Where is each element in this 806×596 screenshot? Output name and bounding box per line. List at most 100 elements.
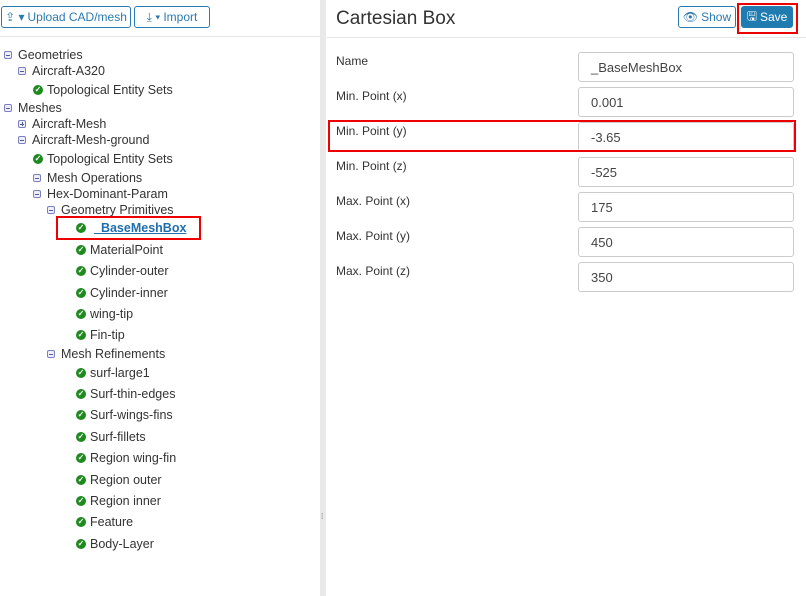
check-circle-icon[interactable]: ✓ [76,368,86,378]
check-circle-icon[interactable]: ✓ [76,432,86,442]
check-circle-icon[interactable]: ✓ [76,288,86,298]
tree-item-label: Topological Entity Sets [47,152,173,166]
download-icon: ⤓ ▾ [146,9,161,24]
tree-item-label: surf-large1 [90,366,150,380]
field-label-min-y: Min. Point (y) [336,124,407,138]
max-y-input[interactable]: 450 [578,227,794,257]
tree-item-label: Aircraft-Mesh [32,117,107,131]
tree-item[interactable]: Geometries [4,47,83,63]
field-value: -3.65 [591,129,621,145]
collapse-icon[interactable] [47,350,55,358]
tree-item[interactable]: ✓ Body-Layer [76,536,154,552]
check-circle-icon[interactable]: ✓ [76,223,86,233]
check-circle-icon[interactable]: ✓ [33,154,43,164]
field-label-min-z: Min. Point (z) [336,159,407,173]
field-label-max-y: Max. Point (y) [336,229,411,243]
collapse-icon[interactable] [33,174,41,182]
grip-icon: ⁞ [321,512,324,521]
collapse-icon[interactable] [47,206,55,214]
check-circle-icon[interactable]: ✓ [76,475,86,485]
tree-item-label: _BaseMeshBox [94,221,187,235]
tree-item-label: Mesh Operations [47,171,143,185]
page-title: Cartesian Box [336,8,456,29]
tree-item[interactable]: ✓ Surf-wings-fins [76,407,173,423]
toolbar-divider [0,36,320,37]
panel-resize-handle[interactable]: ⁞ [320,0,326,596]
check-circle-icon[interactable]: ✓ [76,410,86,420]
name-input[interactable]: _BaseMeshBox [578,52,794,82]
check-circle-icon[interactable]: ✓ [76,496,86,506]
tree-item[interactable]: Aircraft-Mesh [18,116,106,132]
tree-item-label: Surf-wings-fins [90,408,173,422]
tree-item-label: Surf-thin-edges [90,387,176,401]
tree-item[interactable]: Mesh Refinements [47,346,165,362]
field-value: 350 [591,269,613,285]
max-x-input[interactable]: 175 [578,192,794,222]
upload-cad-mesh-button[interactable]: ⇪ ▾ Upload CAD/mesh [1,6,131,28]
tree-item[interactable]: Mesh Operations [33,170,142,186]
tree-item-label: Hex-Dominant-Param [47,187,168,201]
tree-item-label: Meshes [18,101,62,115]
show-button[interactable]: 👁 Show [678,6,736,28]
tree-item[interactable]: Aircraft-A320 [18,63,105,79]
tree-item[interactable]: ✓ Feature [76,514,133,530]
collapse-icon[interactable] [18,136,26,144]
tree-item[interactable]: Hex-Dominant-Param [33,186,168,202]
max-z-input[interactable]: 350 [578,262,794,292]
collapse-icon[interactable] [4,51,12,59]
check-circle-icon[interactable]: ✓ [76,330,86,340]
collapse-icon[interactable] [33,190,41,198]
tree-item[interactable]: ✓ Region outer [76,472,162,488]
tree-item[interactable]: ✓ _BaseMeshBox [76,220,186,236]
min-x-input[interactable]: 0.001 [578,87,794,117]
tree-item-label: Geometries [18,48,83,62]
tree-item[interactable]: ✓ Region wing-fin [76,450,176,466]
tree-item[interactable]: ✓ Fin-tip [76,327,125,343]
upload-icon: ⇪ ▾ [5,10,25,24]
tree-item[interactable]: ✓ Topological Entity Sets [33,82,173,98]
expand-icon[interactable] [18,120,26,128]
tree-item-label: Cylinder-inner [90,286,168,300]
field-label-name: Name [336,54,369,68]
check-circle-icon[interactable]: ✓ [33,85,43,95]
check-circle-icon[interactable]: ✓ [76,453,86,463]
tree-item-label: Surf-fillets [90,430,146,444]
tree-item[interactable]: ✓ surf-large1 [76,365,150,381]
min-z-input[interactable]: -525 [578,157,794,187]
tree-item-label: Fin-tip [90,328,125,342]
check-circle-icon[interactable]: ✓ [76,539,86,549]
check-circle-icon[interactable]: ✓ [76,309,86,319]
tree-item[interactable]: ✓ wing-tip [76,306,133,322]
tree-item-label: MaterialPoint [90,243,163,257]
check-circle-icon[interactable]: ✓ [76,266,86,276]
collapse-icon[interactable] [4,104,12,112]
tree-item[interactable]: ✓ Region inner [76,493,161,509]
tree-item-label: Aircraft-A320 [32,64,105,78]
field-value: 450 [591,234,613,250]
tree-item[interactable]: ✓ Topological Entity Sets [33,151,173,167]
tree-item-label: Region wing-fin [90,451,177,465]
tree-item-label: Cylinder-outer [90,264,169,278]
save-button[interactable]: 🖫 Save [741,6,793,28]
tree-item[interactable]: Geometry Primitives [47,202,174,218]
tree-item[interactable]: Meshes [4,100,62,116]
check-circle-icon[interactable]: ✓ [76,389,86,399]
tree-item[interactable]: ✓ Cylinder-outer [76,263,169,279]
check-circle-icon[interactable]: ✓ [76,245,86,255]
tree-item-label: Topological Entity Sets [47,83,173,97]
tree-item[interactable]: Aircraft-Mesh-ground [18,132,149,148]
tree-item[interactable]: ✓ Surf-thin-edges [76,386,175,402]
tree-item-label: wing-tip [90,307,134,321]
tree-item[interactable]: ✓ Surf-fillets [76,429,146,445]
eye-icon: 👁 [682,10,699,24]
save-icon: 🖫 [746,8,757,23]
tree-item[interactable]: ✓ Cylinder-inner [76,285,168,301]
import-button[interactable]: ⤓ ▾ Import [134,6,210,28]
min-y-input[interactable]: -3.65 [578,122,794,152]
field-label-max-x: Max. Point (x) [336,194,411,208]
tree-item[interactable]: ✓ MaterialPoint [76,242,163,258]
tree-item-label: Mesh Refinements [61,347,166,361]
tree-item-label: Feature [90,515,134,529]
collapse-icon[interactable] [18,67,26,75]
check-circle-icon[interactable]: ✓ [76,517,86,527]
